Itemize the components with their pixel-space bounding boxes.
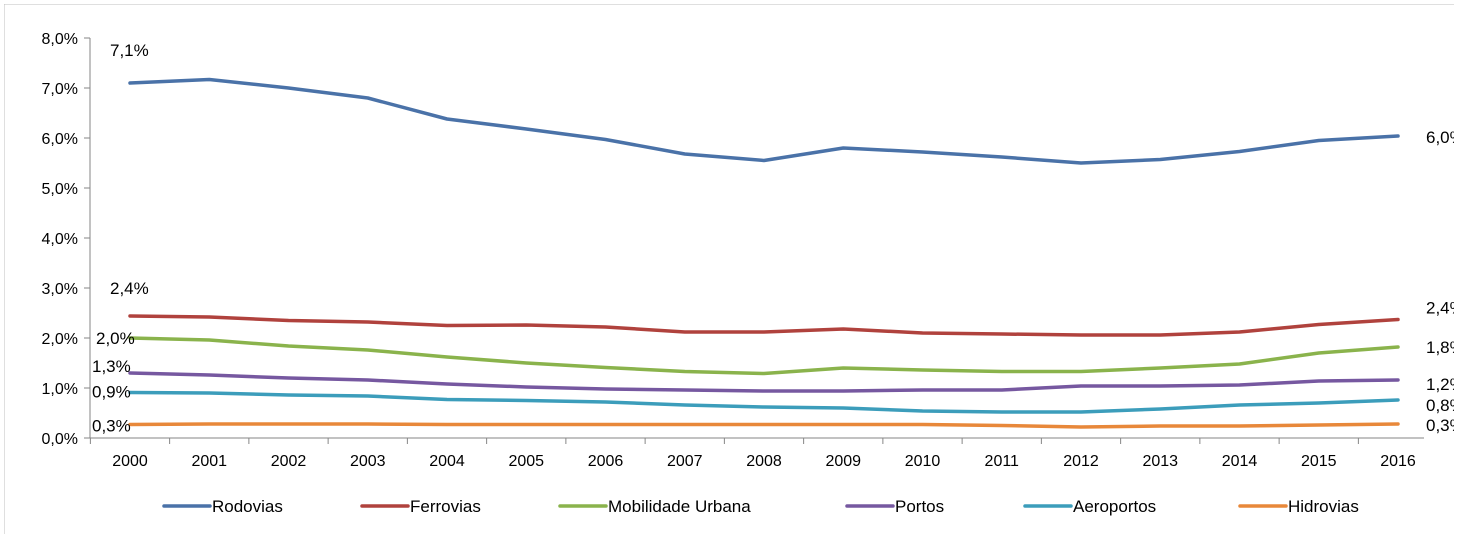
x-tick-label: 2012 <box>1063 453 1099 470</box>
series-layer <box>128 77 1400 429</box>
y-tick-label: 1,0% <box>42 381 78 398</box>
start-data-label: 7,1% <box>110 41 149 60</box>
y-tick-label: 2,0% <box>42 331 78 348</box>
x-tick-label: 2000 <box>112 453 148 470</box>
x-tick-label: 2006 <box>588 453 624 470</box>
chart-frame: 0,0% 1,0% 2,0% 3,0% 4,0% 5,0% 6,0% 7,0% 8,0% 2000… <box>4 4 1454 534</box>
y-tick-label: 4,0% <box>42 231 78 248</box>
y-tick-label: 0,0% <box>42 431 78 448</box>
y-tick-label: 3,0% <box>42 281 78 298</box>
start-data-label: 2,0% <box>96 329 135 348</box>
start-data-label: 0,9% <box>92 383 131 402</box>
axes: 0,0% 1,0% 2,0% 3,0% 4,0% 5,0% 6,0% 7,0% 8,0% 2000… <box>42 31 1424 470</box>
legend-label: Portos <box>895 497 944 516</box>
legend-label: Aeroportos <box>1073 497 1156 516</box>
legend-label: Rodovias <box>212 497 283 516</box>
x-tick-label: 2002 <box>271 453 307 470</box>
x-tick-label: 2009 <box>825 453 861 470</box>
end-data-label: 2,4% <box>1426 299 1454 318</box>
legend-label: Hidrovias <box>1288 497 1359 516</box>
end-data-label: 1,2% <box>1426 375 1454 394</box>
legend-label: Ferrovias <box>410 497 481 516</box>
end-data-label: 0,3% <box>1426 416 1454 435</box>
x-tick-label: 2014 <box>1222 453 1258 470</box>
y-tick-label: 5,0% <box>42 181 78 198</box>
series-line-ferrovias <box>128 314 1400 337</box>
data-labels: 7,1% 6,0% 2,4% 2,4% 2,0% 1,8% 1,3% 1,2% 0,9% 0,8%… <box>92 41 1454 436</box>
series-line-aeroportos <box>128 390 1400 414</box>
series-line-mobilidade-urbana <box>128 336 1400 376</box>
x-tick-label: 2003 <box>350 453 386 470</box>
end-data-label: 6,0% <box>1426 128 1454 147</box>
legend: Rodovias Ferrovias Mobilidade Urbana Portos… <box>162 497 1359 516</box>
x-tick-label: 2004 <box>429 453 465 470</box>
x-tick-label: 2013 <box>1142 453 1178 470</box>
series-line-hidrovias <box>128 422 1400 429</box>
end-data-label: 0,8% <box>1426 396 1454 415</box>
series-line-rodovias <box>128 77 1400 165</box>
x-tick-label: 2015 <box>1301 453 1337 470</box>
x-tick-label: 2016 <box>1380 453 1416 470</box>
x-tick-label: 2005 <box>508 453 544 470</box>
series-line-portos <box>128 371 1400 393</box>
legend-label: Mobilidade Urbana <box>608 497 751 516</box>
end-data-label: 1,8% <box>1426 338 1454 357</box>
start-data-label: 0,3% <box>92 417 131 436</box>
line-chart: 0,0% 1,0% 2,0% 3,0% 4,0% 5,0% 6,0% 7,0% 8,0% 2000… <box>4 4 1454 534</box>
x-tick-label: 2007 <box>667 453 703 470</box>
y-tick-label: 8,0% <box>42 31 78 48</box>
x-tick-label: 2008 <box>746 453 782 470</box>
start-data-label: 2,4% <box>110 279 149 298</box>
x-tick-label: 2010 <box>905 453 941 470</box>
y-tick-label: 6,0% <box>42 131 78 148</box>
x-tick-label: 2001 <box>191 453 227 470</box>
y-tick-label: 7,0% <box>42 81 78 98</box>
start-data-label: 1,3% <box>92 357 131 376</box>
x-tick-label: 2011 <box>985 453 1020 470</box>
